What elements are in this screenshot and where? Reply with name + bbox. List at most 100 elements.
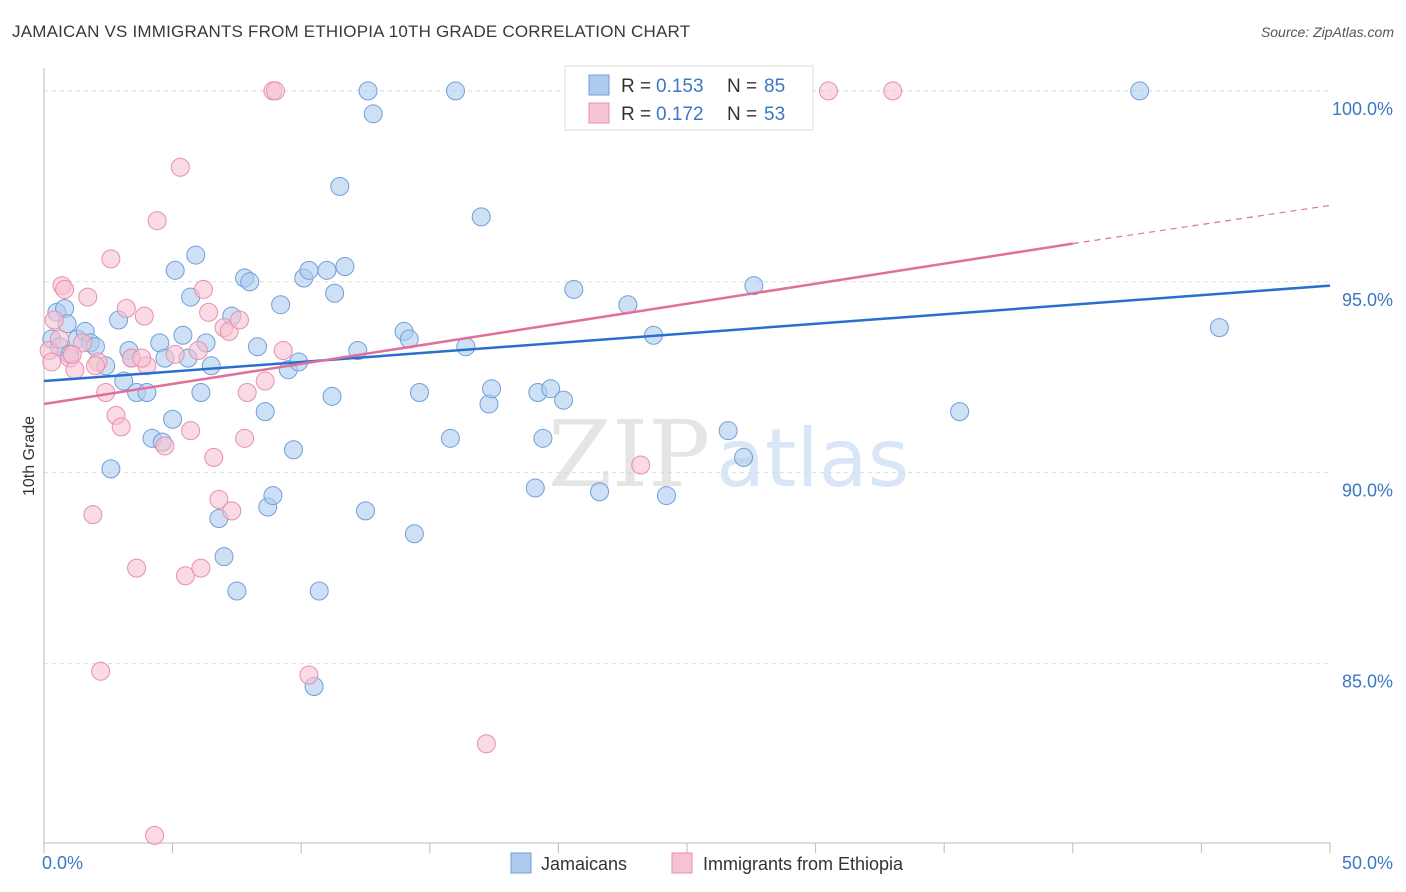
point-jamaicans bbox=[440, 428, 460, 448]
point-jamaicans bbox=[590, 482, 610, 502]
point-ethiopia bbox=[101, 249, 121, 269]
bottom-legend-label-ethiopia: Immigrants from Ethiopia bbox=[703, 854, 904, 874]
point-jamaicans bbox=[734, 447, 754, 467]
point-ethiopia bbox=[299, 665, 319, 685]
point-jamaicans bbox=[446, 81, 466, 101]
point-jamaicans bbox=[564, 279, 584, 299]
point-jamaicans bbox=[325, 283, 345, 303]
stats-legend: R = 0.153 N = 85 R = 0.172 N = 53 bbox=[564, 65, 814, 131]
point-ethiopia bbox=[273, 341, 293, 361]
point-jamaicans bbox=[950, 402, 970, 422]
point-ethiopia bbox=[209, 489, 229, 509]
point-jamaicans bbox=[482, 379, 502, 399]
point-ethiopia bbox=[85, 356, 105, 376]
point-ethiopia bbox=[235, 428, 255, 448]
legend-r-value-1: 0.153 bbox=[656, 76, 704, 97]
trendline-ethiopia-extension bbox=[1072, 204, 1331, 245]
point-jamaicans bbox=[173, 325, 193, 345]
series-jamaicans bbox=[42, 81, 1229, 696]
point-ethiopia bbox=[631, 455, 651, 475]
x-tick-label-min: 0.0% bbox=[42, 853, 83, 873]
point-jamaicans bbox=[247, 337, 267, 357]
trendlines bbox=[43, 204, 1331, 406]
point-jamaicans bbox=[240, 272, 260, 292]
point-ethiopia bbox=[49, 329, 69, 349]
point-jamaicans bbox=[1130, 81, 1150, 101]
point-ethiopia bbox=[62, 344, 82, 364]
point-jamaicans bbox=[271, 295, 291, 315]
point-ethiopia bbox=[170, 157, 190, 177]
legend-r-label-1: R = bbox=[621, 76, 651, 97]
bottom-legend-swatch-pink bbox=[671, 852, 693, 874]
point-jamaicans bbox=[541, 379, 561, 399]
point-jamaicans bbox=[656, 486, 676, 506]
point-jamaicans bbox=[358, 81, 378, 101]
y-axis-title: 10th Grade bbox=[21, 416, 38, 496]
point-ethiopia bbox=[181, 421, 201, 441]
x-axis-ticks bbox=[43, 843, 1331, 853]
point-jamaicans bbox=[322, 386, 342, 406]
point-jamaicans bbox=[554, 390, 574, 410]
point-jamaicans bbox=[1209, 318, 1229, 338]
point-ethiopia bbox=[199, 302, 219, 322]
point-ethiopia bbox=[265, 81, 285, 101]
chart-source: Source: ZipAtlas.com bbox=[1260, 24, 1394, 40]
legend-r-label-2: R = bbox=[621, 104, 651, 125]
y-tick-label: 95.0% bbox=[1342, 290, 1393, 310]
point-jamaicans bbox=[335, 257, 355, 277]
point-ethiopia bbox=[55, 279, 75, 299]
point-jamaicans bbox=[214, 547, 234, 567]
point-jamaicans bbox=[165, 260, 185, 280]
point-ethiopia bbox=[44, 310, 64, 330]
legend-swatch-blue bbox=[588, 74, 610, 96]
series-legend: Jamaicans Immigrants from Ethiopia bbox=[510, 852, 904, 874]
point-jamaicans bbox=[363, 104, 383, 124]
point-jamaicans bbox=[255, 402, 275, 422]
point-ethiopia bbox=[155, 436, 175, 456]
series-ethiopia bbox=[39, 81, 903, 845]
trendline-jamaicans bbox=[43, 284, 1331, 383]
x-tick-label-max: 50.0% bbox=[1342, 853, 1393, 873]
y-tick-label: 90.0% bbox=[1342, 481, 1393, 501]
point-jamaicans bbox=[330, 176, 350, 196]
point-ethiopia bbox=[78, 287, 98, 307]
chart-title: JAMAICAN VS IMMIGRANTS FROM ETHIOPIA 10T… bbox=[12, 22, 691, 41]
point-jamaicans bbox=[410, 383, 430, 403]
point-jamaicans bbox=[163, 409, 183, 429]
legend-n-label-2: N = bbox=[727, 104, 757, 125]
point-ethiopia bbox=[883, 81, 903, 101]
point-jamaicans bbox=[101, 459, 121, 479]
point-ethiopia bbox=[175, 566, 195, 586]
y-axis-tick-labels: 85.0% 90.0% 95.0% 100.0% bbox=[1332, 99, 1393, 692]
watermark-zip: ZIP bbox=[548, 401, 710, 508]
point-ethiopia bbox=[229, 310, 249, 330]
point-ethiopia bbox=[222, 501, 242, 521]
point-ethiopia bbox=[476, 734, 496, 754]
point-jamaicans bbox=[227, 581, 247, 601]
point-jamaicans bbox=[356, 501, 375, 521]
point-ethiopia bbox=[191, 558, 211, 578]
trendline-ethiopia bbox=[43, 242, 1073, 406]
point-ethiopia bbox=[193, 279, 213, 299]
legend-n-label-1: N = bbox=[727, 76, 757, 97]
point-ethiopia bbox=[237, 383, 257, 403]
y-tick-label: 85.0% bbox=[1342, 672, 1393, 692]
point-jamaicans bbox=[201, 356, 221, 376]
point-jamaicans bbox=[309, 581, 329, 601]
point-jamaicans bbox=[525, 478, 545, 498]
point-ethiopia bbox=[145, 825, 165, 845]
point-jamaicans bbox=[283, 440, 303, 460]
point-ethiopia bbox=[134, 306, 154, 326]
point-jamaicans bbox=[471, 207, 491, 227]
legend-swatch-pink bbox=[588, 102, 610, 124]
point-jamaicans bbox=[191, 383, 211, 403]
bottom-legend-label-jamaicans: Jamaicans bbox=[541, 854, 627, 874]
point-jamaicans bbox=[299, 260, 319, 280]
gridlines bbox=[44, 90, 1330, 665]
legend-n-value-2: 53 bbox=[764, 104, 785, 125]
y-tick-label: 100.0% bbox=[1332, 99, 1393, 119]
point-jamaicans bbox=[744, 276, 764, 296]
point-ethiopia bbox=[132, 348, 152, 368]
point-ethiopia bbox=[255, 371, 275, 391]
